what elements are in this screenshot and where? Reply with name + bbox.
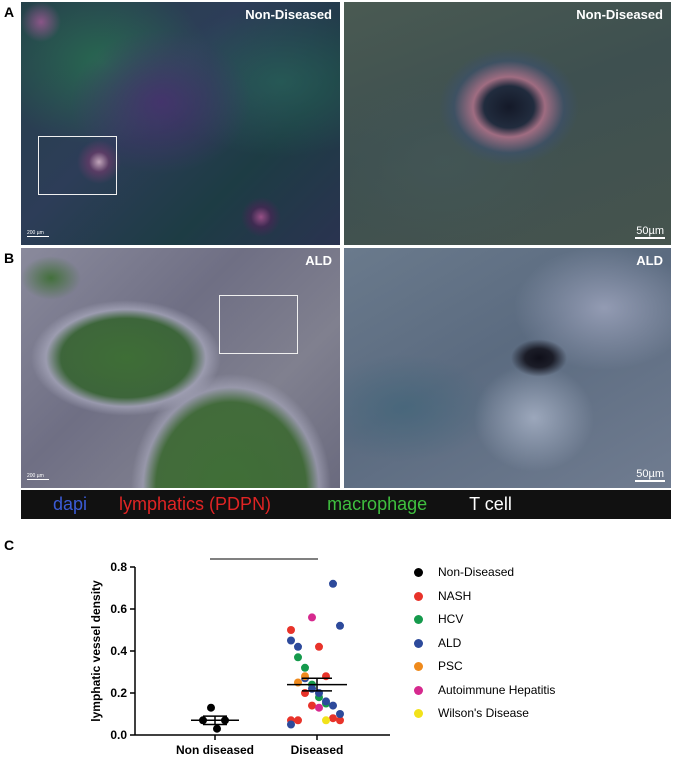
panel-a-right-scale-bar: 50µm xyxy=(635,225,665,239)
legend-label: NASH xyxy=(438,588,472,603)
data-point xyxy=(294,716,302,725)
data-point xyxy=(308,701,316,710)
data-point xyxy=(329,579,337,588)
stain-dapi-label: dapi xyxy=(53,494,88,514)
data-point xyxy=(336,621,344,630)
panel-b-inset-box xyxy=(219,295,298,354)
data-point xyxy=(315,642,323,651)
data-point xyxy=(336,716,344,725)
panel-a-right-label: Non-Diseased xyxy=(576,7,663,22)
data-point xyxy=(213,724,221,733)
data-point xyxy=(336,710,344,718)
data-point xyxy=(294,653,302,662)
panel-b-right-scale-bar: 50µm xyxy=(635,468,665,482)
panel-a-right-micrograph: Non-Diseased 50µm xyxy=(344,2,671,245)
panel-a-inset-box xyxy=(38,136,117,195)
legend-label: Autoimmune Hepatitis xyxy=(438,682,556,697)
panel-a-left-label: Non-Diseased xyxy=(245,7,332,22)
stain-lymphatics-label: lymphatics (PDPN) xyxy=(119,494,272,514)
legend-swatch xyxy=(414,662,423,671)
legend-label: PSC xyxy=(438,659,463,673)
legend-swatch xyxy=(414,685,423,695)
x-tick-label: Non diseased xyxy=(176,743,254,757)
data-point xyxy=(287,720,295,729)
data-point xyxy=(301,663,309,672)
data-point xyxy=(329,714,337,723)
data-point xyxy=(207,703,215,712)
legend-swatch xyxy=(414,615,423,624)
panel-a-left-micrograph: Non-Diseased 200 µm xyxy=(21,2,340,245)
legend-label: HCV xyxy=(438,612,464,626)
x-tick-label: Diseased xyxy=(291,743,344,757)
data-point xyxy=(294,642,302,651)
legend-swatch xyxy=(414,591,423,601)
y-tick-label: 0.6 xyxy=(110,602,127,616)
panel-b-letter: B xyxy=(4,250,15,266)
panel-a-letter: A xyxy=(4,4,15,20)
panel-b-right-label: ALD xyxy=(636,253,663,268)
panel-a-left-scale-bar: 200 µm xyxy=(27,230,49,237)
panel-c-letter: C xyxy=(4,537,15,553)
y-tick-label: 0.2 xyxy=(110,686,127,700)
panel-b-left-micrograph: ALD 200 µm xyxy=(21,248,340,488)
legend-label: ALD xyxy=(438,635,462,650)
data-point xyxy=(315,703,323,712)
y-tick-label: 0.4 xyxy=(110,644,127,658)
legend-swatch xyxy=(414,709,423,718)
data-point xyxy=(287,636,295,645)
panel-b-right-micrograph: ALD 50µm xyxy=(344,248,671,488)
lymphatic-density-chart: 0.0 0.2 0.4 0.6 0.8 lymphatic vessel density N… xyxy=(89,557,390,757)
stain-legend-bar: dapi lymphatics (PDPN) macrophage T cell xyxy=(21,490,671,519)
y-axis-label: lymphatic vessel density xyxy=(89,580,103,722)
stain-macrophage-label: macrophage xyxy=(327,494,428,514)
significance-label: ** xyxy=(262,557,271,561)
panel-b-left-label: ALD xyxy=(305,253,332,268)
data-point xyxy=(322,697,330,706)
stain-tcell-label: T cell xyxy=(469,494,512,514)
y-tick-label: 0.8 xyxy=(110,560,127,574)
data-point xyxy=(329,701,337,710)
panel-b-left-scale-bar: 200 µm xyxy=(27,473,49,480)
data-point xyxy=(308,613,316,622)
legend-swatch xyxy=(414,638,423,648)
legend-label: Wilson's Disease xyxy=(438,706,529,720)
legend-swatch xyxy=(414,568,423,577)
y-tick-label: 0.0 xyxy=(110,728,127,742)
legend-label: Non-Diseased xyxy=(438,565,515,579)
data-point xyxy=(287,626,295,634)
data-point xyxy=(322,716,330,725)
